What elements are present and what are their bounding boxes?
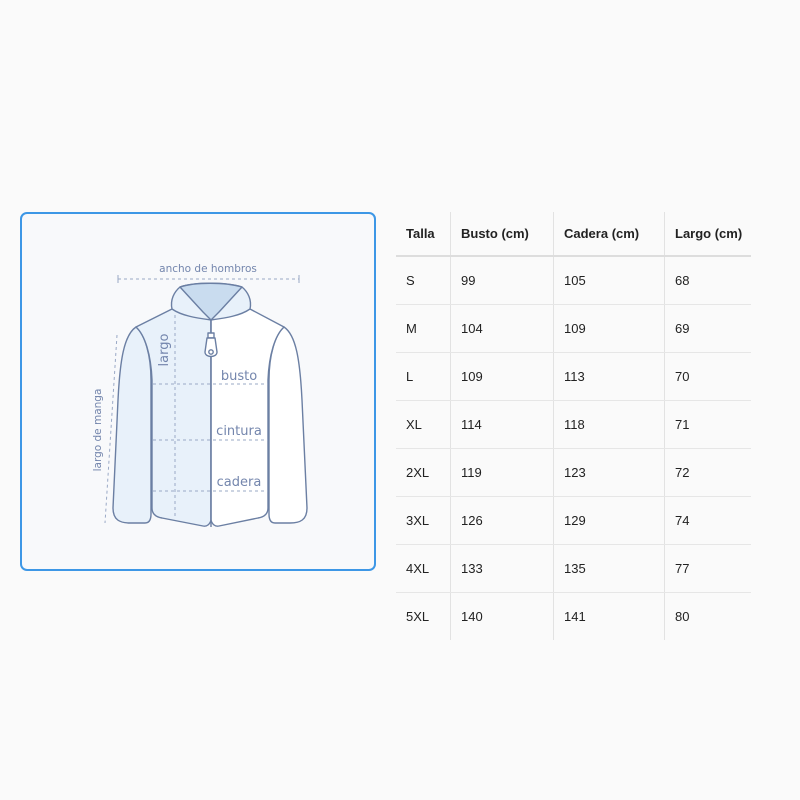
right-body <box>210 308 285 527</box>
collar-inner <box>179 282 243 321</box>
cell-length: 71 <box>664 400 751 449</box>
label-hip: cadera <box>217 475 262 490</box>
header-length: Largo (cm) <box>664 212 751 257</box>
cell-bust: 114 <box>450 400 554 449</box>
cell-size: L <box>396 352 451 401</box>
cell-length: 74 <box>664 496 751 545</box>
header-bust: Busto (cm) <box>450 212 554 257</box>
cell-length: 72 <box>664 448 751 497</box>
left-sleeve <box>112 326 152 524</box>
cell-length: 80 <box>664 592 751 640</box>
table-row: 3XL 126 129 74 <box>396 496 751 545</box>
table-row: 4XL 133 135 77 <box>396 544 751 593</box>
cell-bust: 140 <box>450 592 554 640</box>
zipper-pull <box>207 332 215 339</box>
cell-size: S <box>396 256 451 305</box>
cell-size: 3XL <box>396 496 451 545</box>
cell-bust: 109 <box>450 352 554 401</box>
cell-bust: 126 <box>450 496 554 545</box>
cell-hip: 113 <box>553 352 665 401</box>
cell-length: 69 <box>664 304 751 353</box>
cell-size: M <box>396 304 451 353</box>
cell-bust: 99 <box>450 256 554 305</box>
cell-hip: 123 <box>553 448 665 497</box>
cell-hip: 135 <box>553 544 665 593</box>
cell-length: 68 <box>664 256 751 305</box>
left-body <box>135 308 212 527</box>
header-hip: Cadera (cm) <box>553 212 665 257</box>
size-table: Talla Busto (cm) Cadera (cm) Largo (cm) … <box>396 212 751 640</box>
cell-size: 2XL <box>396 448 451 497</box>
table-row: M 104 109 69 <box>396 304 751 353</box>
label-shoulder-width: ancho de hombros <box>159 263 257 275</box>
cell-hip: 141 <box>553 592 665 640</box>
table-row: L 109 113 70 <box>396 352 751 401</box>
cell-hip: 109 <box>553 304 665 353</box>
jacket-diagram: ancho de hombros largo busto cintura cad… <box>92 263 308 527</box>
right-sleeve <box>268 326 308 524</box>
cell-size: 4XL <box>396 544 451 593</box>
table-row: S 99 105 68 <box>396 256 751 305</box>
cell-length: 77 <box>664 544 751 593</box>
cell-hip: 129 <box>553 496 665 545</box>
table-header-row: Talla Busto (cm) Cadera (cm) Largo (cm) <box>396 212 751 257</box>
table-row: 5XL 140 141 80 <box>396 592 751 640</box>
header-size: Talla <box>396 212 451 257</box>
cell-bust: 104 <box>450 304 554 353</box>
table-row: 2XL 119 123 72 <box>396 448 751 497</box>
cell-size: XL <box>396 400 451 449</box>
label-sleeve-length: largo de manga <box>92 389 104 472</box>
label-bust: busto <box>221 369 257 384</box>
cell-bust: 119 <box>450 448 554 497</box>
cell-length: 70 <box>664 352 751 401</box>
label-waist: cintura <box>216 424 262 439</box>
table-row: XL 114 118 71 <box>396 400 751 449</box>
cell-bust: 133 <box>450 544 554 593</box>
cell-hip: 105 <box>553 256 665 305</box>
cell-size: 5XL <box>406 609 430 624</box>
size-guide-diagram-card: ancho de hombros largo busto cintura cad… <box>20 212 376 571</box>
cell-hip: 118 <box>553 400 665 449</box>
label-length: largo <box>157 334 172 367</box>
